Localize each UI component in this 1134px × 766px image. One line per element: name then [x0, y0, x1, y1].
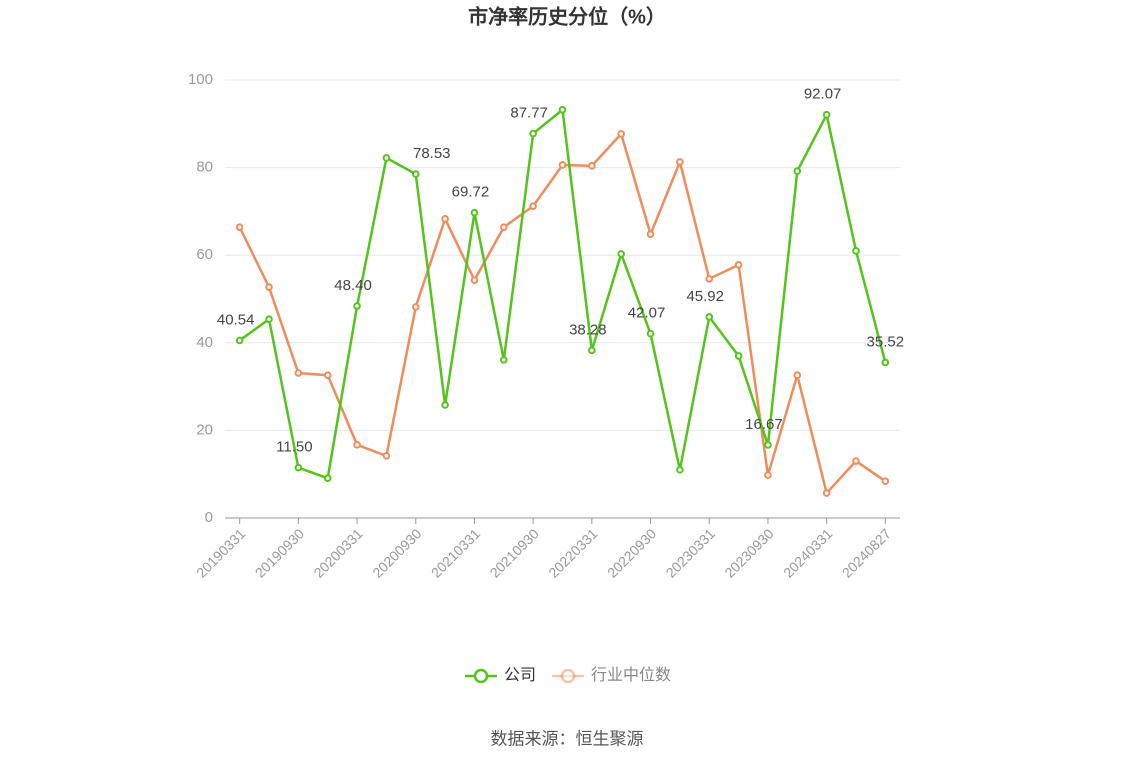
point [558, 161, 567, 169]
point [265, 315, 273, 323]
point [558, 105, 567, 114]
data-label: 48.40 [334, 277, 372, 294]
x-tick-label: 20220331 [545, 525, 601, 581]
point [764, 441, 772, 449]
data-label: 78.53 [413, 145, 451, 162]
x-tick-label: 20190331 [193, 525, 249, 581]
point [588, 162, 596, 170]
point [617, 250, 625, 258]
x-tick-label: 20200331 [310, 525, 366, 581]
legend-label: 行业中位数 [591, 666, 671, 684]
point [382, 154, 391, 162]
y-tick-label: 80 [196, 159, 213, 176]
point [822, 110, 831, 119]
legend-item: 行业中位数 [552, 666, 671, 684]
y-tick-label: 0 [205, 509, 213, 526]
point [646, 329, 655, 338]
point [588, 346, 596, 355]
series-line [238, 131, 887, 496]
y-tick-label: 60 [196, 246, 213, 263]
point [881, 358, 890, 367]
point [470, 208, 479, 217]
point [852, 457, 860, 465]
x-tick-label: 20230930 [721, 525, 777, 581]
point [441, 401, 449, 409]
legend-marker [560, 668, 576, 684]
x-tick-label: 20210331 [428, 525, 484, 581]
point [793, 371, 802, 380]
point [235, 336, 244, 345]
point [822, 489, 831, 497]
y-tick-label: 40 [196, 334, 213, 351]
point [500, 356, 508, 364]
data-label: 45.92 [686, 288, 724, 305]
x-tick-label: 20230331 [663, 525, 719, 581]
x-tick-label: 20210930 [487, 525, 543, 581]
x-tick-label: 20190930 [252, 525, 308, 581]
point [323, 371, 332, 380]
chart-title: 市净率历史分位（%） [468, 4, 666, 28]
point [734, 352, 743, 360]
point [235, 223, 244, 231]
point [793, 167, 802, 175]
point [852, 247, 860, 255]
x-tick-label: 20240827 [839, 525, 895, 581]
data-label: 42.07 [628, 305, 666, 322]
point [353, 302, 361, 310]
data-label: 16.67 [745, 416, 783, 433]
point [734, 261, 743, 269]
point [353, 441, 361, 449]
point [294, 369, 303, 377]
point [529, 202, 537, 210]
point [500, 223, 508, 231]
point [382, 452, 391, 460]
point [881, 477, 890, 486]
point [764, 471, 772, 479]
point [705, 313, 714, 321]
y-tick-label: 20 [196, 421, 213, 438]
legend-marker [473, 668, 489, 684]
point [646, 230, 655, 238]
point [705, 275, 714, 283]
x-tick-label: 20220930 [604, 525, 660, 581]
point [411, 170, 420, 178]
source: 数据来源：恒生聚源 [491, 729, 644, 748]
data-label: 38.28 [569, 321, 607, 338]
x-tick-label: 20200930 [369, 525, 425, 581]
point [617, 130, 625, 138]
data-label: 92.07 [804, 86, 842, 103]
data-label: 40.54 [217, 311, 255, 328]
legend-item: 公司 [465, 667, 536, 684]
point [676, 466, 684, 474]
data-label: 35.52 [867, 333, 905, 350]
data-label: 69.72 [452, 184, 490, 201]
data-label: 11.50 [276, 439, 312, 456]
point [265, 283, 273, 291]
legend-label: 公司 [504, 667, 536, 684]
point [470, 276, 479, 284]
point [411, 303, 420, 311]
point [529, 129, 537, 138]
point [294, 463, 303, 472]
point [323, 474, 332, 482]
y-tick-label: 100 [188, 71, 213, 88]
data-label: 87.77 [510, 105, 548, 122]
x-tick-label: 20240331 [780, 525, 836, 581]
point [676, 158, 684, 166]
point [441, 215, 449, 223]
